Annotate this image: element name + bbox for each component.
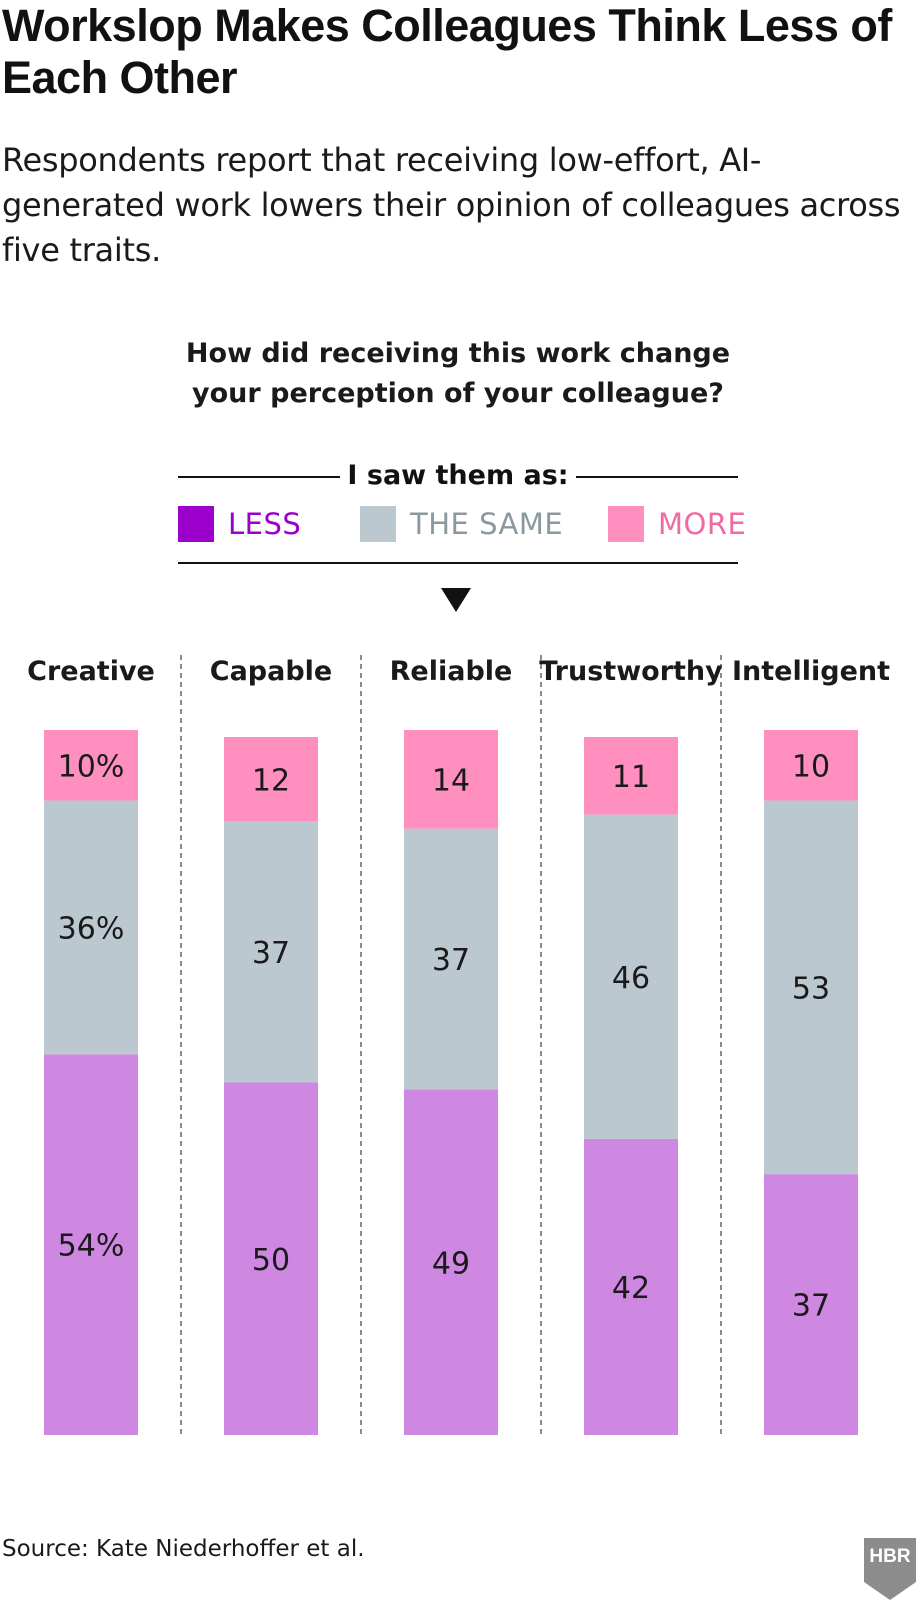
data-label: 11 (612, 760, 650, 795)
data-label: 42 (612, 1271, 650, 1306)
data-label: 12 (252, 763, 290, 798)
bar-segment (224, 1082, 318, 1435)
data-label: 36% (58, 911, 125, 946)
bar-segment (584, 1138, 678, 1435)
legend-bottom-rule (178, 562, 738, 564)
category-label: Capable (210, 656, 332, 687)
data-label: 50 (252, 1243, 290, 1278)
bar-segment (224, 737, 318, 822)
legend-item-less: LESS (178, 504, 301, 544)
hbr-logo-text: HBR (869, 1546, 910, 1567)
bar-segment (764, 800, 858, 1175)
bar-segment (764, 1174, 858, 1435)
bar-segment (44, 800, 138, 1055)
legend-title: I saw them as: (347, 460, 569, 491)
legend-label-more: MORE (658, 507, 747, 541)
category-label: Creative (27, 656, 155, 687)
stacked-bar-chart: Creative 54% 36% 10% Capable 50 37 12 Reliable 49… (27, 655, 890, 1435)
data-label: 37 (432, 943, 470, 978)
bar-segment (764, 730, 858, 801)
bar-segment (44, 1054, 138, 1435)
data-label: 10% (58, 749, 125, 784)
legend-item-same: THE SAME (360, 504, 563, 544)
legend-item-more: MORE (608, 504, 746, 544)
legend-swatch-same (360, 506, 396, 542)
bar-segment (224, 821, 318, 1083)
down-arrow-icon (441, 588, 471, 612)
category-label: Trustworthy (539, 656, 723, 687)
bar-segment (584, 814, 678, 1139)
bar-segment (404, 828, 498, 1090)
legend-header: I saw them as: (178, 456, 738, 496)
legend-rule-left (178, 476, 340, 478)
chart-title: Workslop Makes Colleagues Think Less of … (2, 0, 892, 103)
data-label: 53 (792, 971, 830, 1006)
data-label: 46 (612, 961, 650, 996)
bar-segment (44, 730, 138, 801)
legend-label-less: LESS (228, 507, 302, 541)
legend-swatch-less (178, 506, 214, 542)
legend-rule-right (576, 476, 738, 478)
chart-subtitle: Respondents report that receiving low-ef… (2, 141, 901, 269)
source-note: Source: Kate Niederhoffer et al. (2, 1536, 365, 1562)
hbr-shield-icon (864, 1538, 916, 1600)
category-label: Reliable (390, 656, 513, 687)
hbr-logo: HBR (864, 1538, 916, 1600)
legend-swatch-more (608, 506, 644, 542)
chart-question: How did receiving this work change your … (185, 338, 731, 409)
bar-segment (404, 1089, 498, 1435)
data-label: 14 (432, 763, 470, 798)
data-label: 37 (792, 1289, 830, 1324)
data-label: 54% (58, 1229, 125, 1264)
data-label: 37 (252, 936, 290, 971)
data-label: 10 (792, 749, 830, 784)
legend-label-same: THE SAME (410, 507, 564, 541)
legend: LESS THE SAME MORE (178, 504, 746, 544)
category-label: Intelligent (732, 656, 890, 687)
data-label: 49 (432, 1246, 470, 1281)
bar-segment (584, 737, 678, 815)
bar-segment (404, 730, 498, 829)
